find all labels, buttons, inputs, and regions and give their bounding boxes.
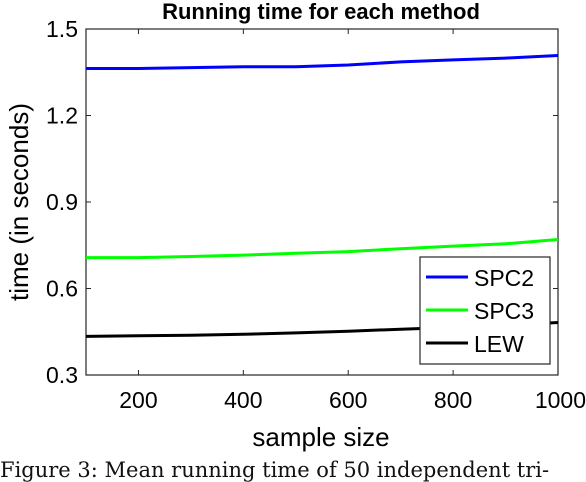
- x-tick-label: 600: [329, 387, 367, 413]
- y-tick-label: 0.6: [46, 276, 78, 302]
- running-time-chart: Running time for each method 0.3 0.6 0.9 1.…: [4, 0, 586, 452]
- legend-label-spc2: SPC2: [474, 265, 534, 291]
- y-tick-label: 1.5: [46, 16, 78, 42]
- x-tick-label: 200: [119, 387, 157, 413]
- chart-title: Running time for each method: [162, 0, 480, 24]
- y-tick-label: 0.9: [46, 189, 78, 215]
- x-axis-ticks: 200 400 600 800 1000: [119, 29, 586, 413]
- x-axis-label: sample size: [252, 422, 389, 452]
- legend: SPC2 SPC3 LEW: [419, 256, 551, 365]
- series-line-spc3: [86, 238, 559, 260]
- y-tick-label: 1.2: [46, 103, 78, 129]
- x-tick-label: 800: [434, 387, 472, 413]
- x-tick-label: 400: [224, 387, 262, 413]
- y-axis-label: time (in seconds): [4, 103, 34, 301]
- figure-caption: Figure 3: Mean running time of 50 indepe…: [0, 458, 550, 482]
- legend-label-lew: LEW: [474, 331, 524, 357]
- series-line-spc2: [86, 54, 559, 70]
- x-tick-label: 1000: [535, 387, 586, 413]
- y-tick-label: 0.3: [46, 362, 78, 388]
- y-axis-ticks: 0.3 0.6 0.9 1.2 1.5: [46, 16, 558, 388]
- legend-label-spc3: SPC3: [474, 298, 534, 324]
